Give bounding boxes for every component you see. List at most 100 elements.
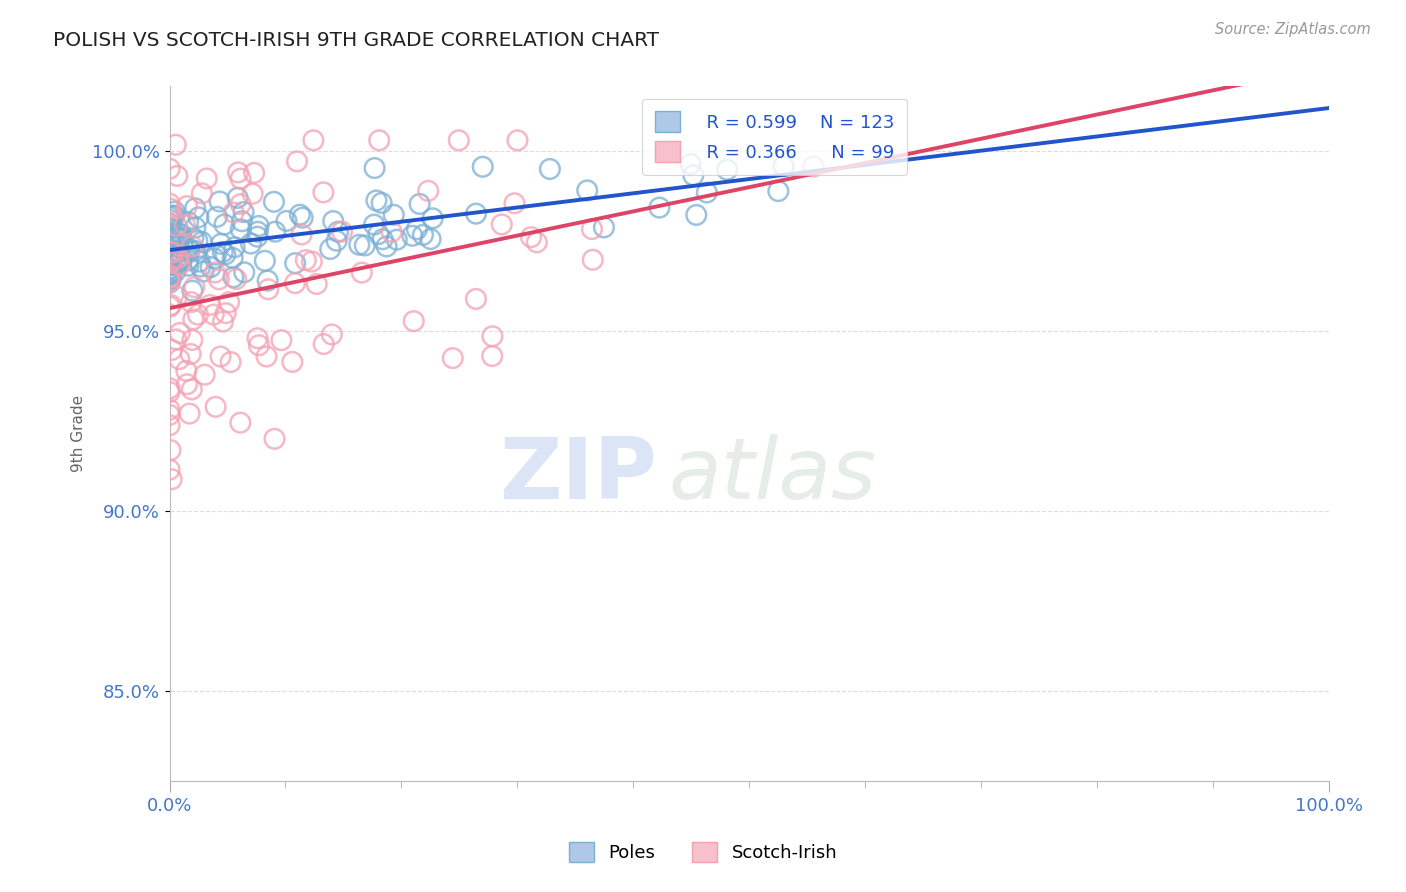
Point — [159, 255, 181, 269]
Point — [176, 364, 198, 378]
Point — [221, 251, 243, 265]
Point — [166, 169, 188, 183]
Point — [302, 133, 325, 147]
Point — [188, 254, 211, 268]
Point — [194, 368, 217, 382]
Point — [422, 211, 444, 226]
Text: atlas: atlas — [668, 434, 876, 516]
Point — [281, 355, 304, 369]
Point — [159, 235, 181, 250]
Point — [159, 245, 181, 260]
Point — [581, 222, 603, 236]
Point — [349, 237, 371, 252]
Point — [179, 244, 201, 258]
Point — [246, 225, 269, 239]
Point — [370, 195, 392, 210]
Point — [159, 402, 181, 417]
Point — [162, 233, 184, 247]
Point — [247, 219, 270, 233]
Point — [401, 228, 423, 243]
Point — [772, 159, 794, 173]
Point — [679, 157, 702, 171]
Point — [160, 472, 183, 486]
Point — [159, 418, 181, 433]
Point — [167, 256, 190, 270]
Point — [503, 196, 526, 211]
Point — [256, 350, 278, 364]
Point — [211, 245, 233, 260]
Point — [172, 237, 194, 252]
Point — [225, 272, 247, 286]
Point — [159, 196, 181, 211]
Point — [222, 205, 245, 219]
Point — [200, 260, 222, 274]
Point — [288, 208, 311, 222]
Point — [371, 232, 394, 246]
Point — [165, 264, 187, 278]
Point — [159, 266, 181, 280]
Point — [162, 253, 184, 268]
Legend: Poles, Scotch-Irish: Poles, Scotch-Irish — [562, 834, 844, 870]
Point — [576, 183, 599, 197]
Point — [648, 201, 671, 215]
Point — [159, 258, 181, 272]
Point — [471, 160, 494, 174]
Point — [181, 333, 204, 347]
Point — [181, 284, 204, 298]
Point — [176, 199, 198, 213]
Point — [169, 326, 191, 340]
Point — [222, 270, 245, 285]
Point — [159, 268, 181, 283]
Point — [276, 214, 298, 228]
Point — [160, 258, 183, 272]
Point — [229, 222, 252, 236]
Point — [382, 208, 405, 222]
Point — [159, 272, 181, 286]
Point — [180, 347, 202, 361]
Point — [184, 220, 207, 235]
Point — [520, 230, 543, 244]
Point — [229, 171, 252, 186]
Point — [312, 186, 335, 200]
Point — [270, 333, 292, 347]
Point — [682, 169, 704, 183]
Point — [159, 232, 181, 246]
Point — [159, 257, 181, 271]
Text: POLISH VS SCOTCH-IRISH 9TH GRADE CORRELATION CHART: POLISH VS SCOTCH-IRISH 9TH GRADE CORRELA… — [53, 31, 659, 50]
Point — [232, 205, 254, 219]
Point — [257, 282, 280, 296]
Point — [159, 275, 181, 289]
Point — [181, 312, 204, 326]
Point — [406, 222, 429, 236]
Point — [180, 383, 202, 397]
Point — [381, 225, 404, 239]
Point — [165, 246, 187, 260]
Point — [319, 242, 342, 256]
Point — [163, 209, 186, 223]
Point — [246, 331, 269, 345]
Point — [768, 184, 790, 198]
Point — [183, 280, 205, 294]
Point — [162, 251, 184, 265]
Point — [363, 218, 385, 232]
Point — [159, 249, 181, 263]
Point — [193, 264, 215, 278]
Text: Source: ZipAtlas.com: Source: ZipAtlas.com — [1215, 22, 1371, 37]
Point — [163, 204, 186, 219]
Point — [166, 290, 188, 304]
Point — [226, 165, 249, 179]
Point — [162, 209, 184, 223]
Point — [159, 221, 181, 235]
Point — [212, 314, 235, 328]
Point — [160, 298, 183, 312]
Point — [204, 400, 226, 414]
Point — [209, 236, 232, 251]
Point — [184, 244, 207, 258]
Point — [159, 213, 181, 227]
Point — [253, 253, 276, 268]
Point — [285, 154, 308, 169]
Point — [159, 269, 181, 284]
Point — [366, 194, 388, 208]
Point — [159, 443, 181, 458]
Point — [465, 292, 488, 306]
